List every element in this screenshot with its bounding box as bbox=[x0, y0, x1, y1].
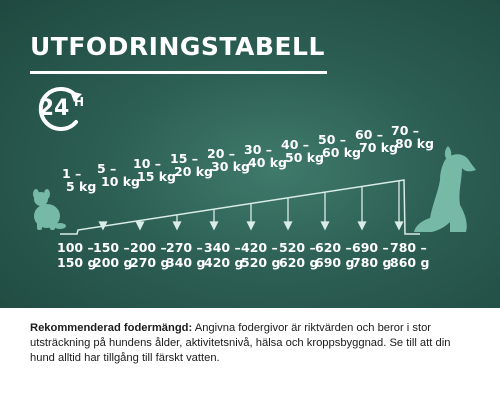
weight-range-from: 40 – bbox=[281, 137, 309, 152]
weight-range-to: 20 kg bbox=[174, 164, 214, 179]
gram-range-label: 150 –200 g bbox=[93, 240, 133, 270]
drop-arrow bbox=[135, 221, 145, 231]
24h-badge: 24 H bbox=[24, 86, 94, 132]
gram-range-to: 780 g bbox=[352, 255, 392, 270]
gram-range-label: 340 –420 g bbox=[204, 240, 244, 270]
recommendation-note: Rekommenderad fodermängd: Angivna foderg… bbox=[30, 321, 475, 366]
drop-arrow bbox=[283, 221, 293, 231]
gram-range-from: 520 – bbox=[279, 240, 316, 255]
gram-range-from: 100 – bbox=[57, 240, 94, 255]
weight-range-label: 1 –5 kg bbox=[62, 167, 102, 193]
gram-range-to: 690 g bbox=[315, 255, 355, 270]
gram-range-from: 420 – bbox=[241, 240, 278, 255]
gram-range-to: 270 g bbox=[130, 255, 170, 270]
note-label: Rekommenderad fodermängd: bbox=[30, 322, 193, 334]
gram-range-from: 780 – bbox=[390, 240, 427, 255]
weight-range-label: 20 –30 kg bbox=[207, 146, 251, 174]
gram-range-label: 520 –620 g bbox=[279, 240, 319, 270]
weight-range-to: 70 kg bbox=[359, 140, 399, 155]
gram-range-from: 340 – bbox=[204, 240, 241, 255]
weight-range-from: 15 – bbox=[170, 151, 198, 166]
refresh-clock-icon bbox=[38, 87, 82, 131]
gram-range-to: 200 g bbox=[93, 255, 133, 270]
drop-arrow bbox=[172, 221, 182, 231]
weight-range-from: 20 – bbox=[207, 146, 235, 161]
gram-range-to: 520 g bbox=[241, 255, 281, 270]
gram-range-from: 690 – bbox=[352, 240, 389, 255]
weight-range-label: 10 –15 kg bbox=[133, 156, 177, 184]
weight-range-label: 30 –40 kg bbox=[244, 142, 288, 170]
weight-range-to: 5 kg bbox=[66, 179, 97, 194]
gram-range-label: 420 –520 g bbox=[241, 240, 281, 270]
weight-range-to: 30 kg bbox=[211, 159, 251, 174]
gram-range-to: 420 g bbox=[204, 255, 244, 270]
weight-range-from: 1 – bbox=[62, 166, 82, 181]
gram-range-label: 690 –780 g bbox=[352, 240, 392, 270]
drop-arrow bbox=[98, 221, 108, 231]
weight-range-label: 5 –10 kg bbox=[97, 161, 141, 189]
weight-range-to: 40 kg bbox=[248, 155, 288, 170]
gram-range-label: 100 –150 g bbox=[57, 240, 97, 270]
gram-range-to: 150 g bbox=[57, 255, 97, 270]
drop-arrow bbox=[357, 221, 367, 231]
title-underline bbox=[30, 71, 327, 74]
weight-range-label: 60 –70 kg bbox=[355, 127, 399, 155]
weight-range-to: 80 kg bbox=[395, 136, 435, 151]
drop-lines bbox=[98, 180, 404, 231]
gram-range-from: 270 – bbox=[166, 240, 203, 255]
weight-range-label: 15 –20 kg bbox=[170, 151, 214, 179]
gram-range-from: 150 – bbox=[93, 240, 130, 255]
chart-scale-line bbox=[60, 179, 420, 235]
gram-range-label: 200 –270 g bbox=[130, 240, 170, 270]
weight-range-from: 5 – bbox=[97, 161, 117, 176]
weight-range-to: 15 kg bbox=[137, 169, 177, 184]
weight-range-label: 70 –80 kg bbox=[391, 123, 435, 151]
weight-range-from: 50 – bbox=[318, 132, 346, 147]
weight-range-from: 60 – bbox=[355, 127, 383, 142]
weight-range-to: 50 kg bbox=[285, 150, 325, 165]
small-dog-icon bbox=[33, 189, 66, 230]
badge-number: 24 bbox=[38, 96, 70, 121]
weight-range-from: 70 – bbox=[391, 123, 419, 138]
gram-range-from: 200 – bbox=[130, 240, 167, 255]
gram-range-label: 620 –690 g bbox=[315, 240, 355, 270]
drop-arrow bbox=[209, 221, 219, 231]
weight-range-to: 60 kg bbox=[322, 145, 362, 160]
drop-arrow bbox=[320, 221, 330, 231]
gram-range-label: 270 –340 g bbox=[166, 240, 206, 270]
weight-range-label: 40 –50 kg bbox=[281, 137, 325, 165]
weight-range-to: 10 kg bbox=[101, 174, 141, 189]
drop-arrow bbox=[394, 221, 404, 231]
feeding-chart bbox=[33, 146, 476, 235]
feeding-table-panel bbox=[0, 0, 500, 308]
large-dog-icon bbox=[414, 146, 476, 232]
gram-range-to: 620 g bbox=[279, 255, 319, 270]
weight-range-label: 50 –60 kg bbox=[318, 132, 362, 160]
gram-range-to: 860 g bbox=[390, 255, 430, 270]
weight-range-from: 30 – bbox=[244, 142, 272, 157]
weight-range-from: 10 – bbox=[133, 156, 161, 171]
gram-range-label: 780 –860 g bbox=[390, 240, 430, 270]
note-text: Angivna fodergivor är riktvärden och ber… bbox=[30, 322, 451, 364]
gram-range-to: 340 g bbox=[166, 255, 206, 270]
drop-arrow bbox=[246, 221, 256, 231]
page-title: UTFODRINGSTABELL bbox=[30, 32, 325, 61]
badge-suffix: H bbox=[74, 95, 85, 109]
gram-range-from: 620 – bbox=[315, 240, 352, 255]
